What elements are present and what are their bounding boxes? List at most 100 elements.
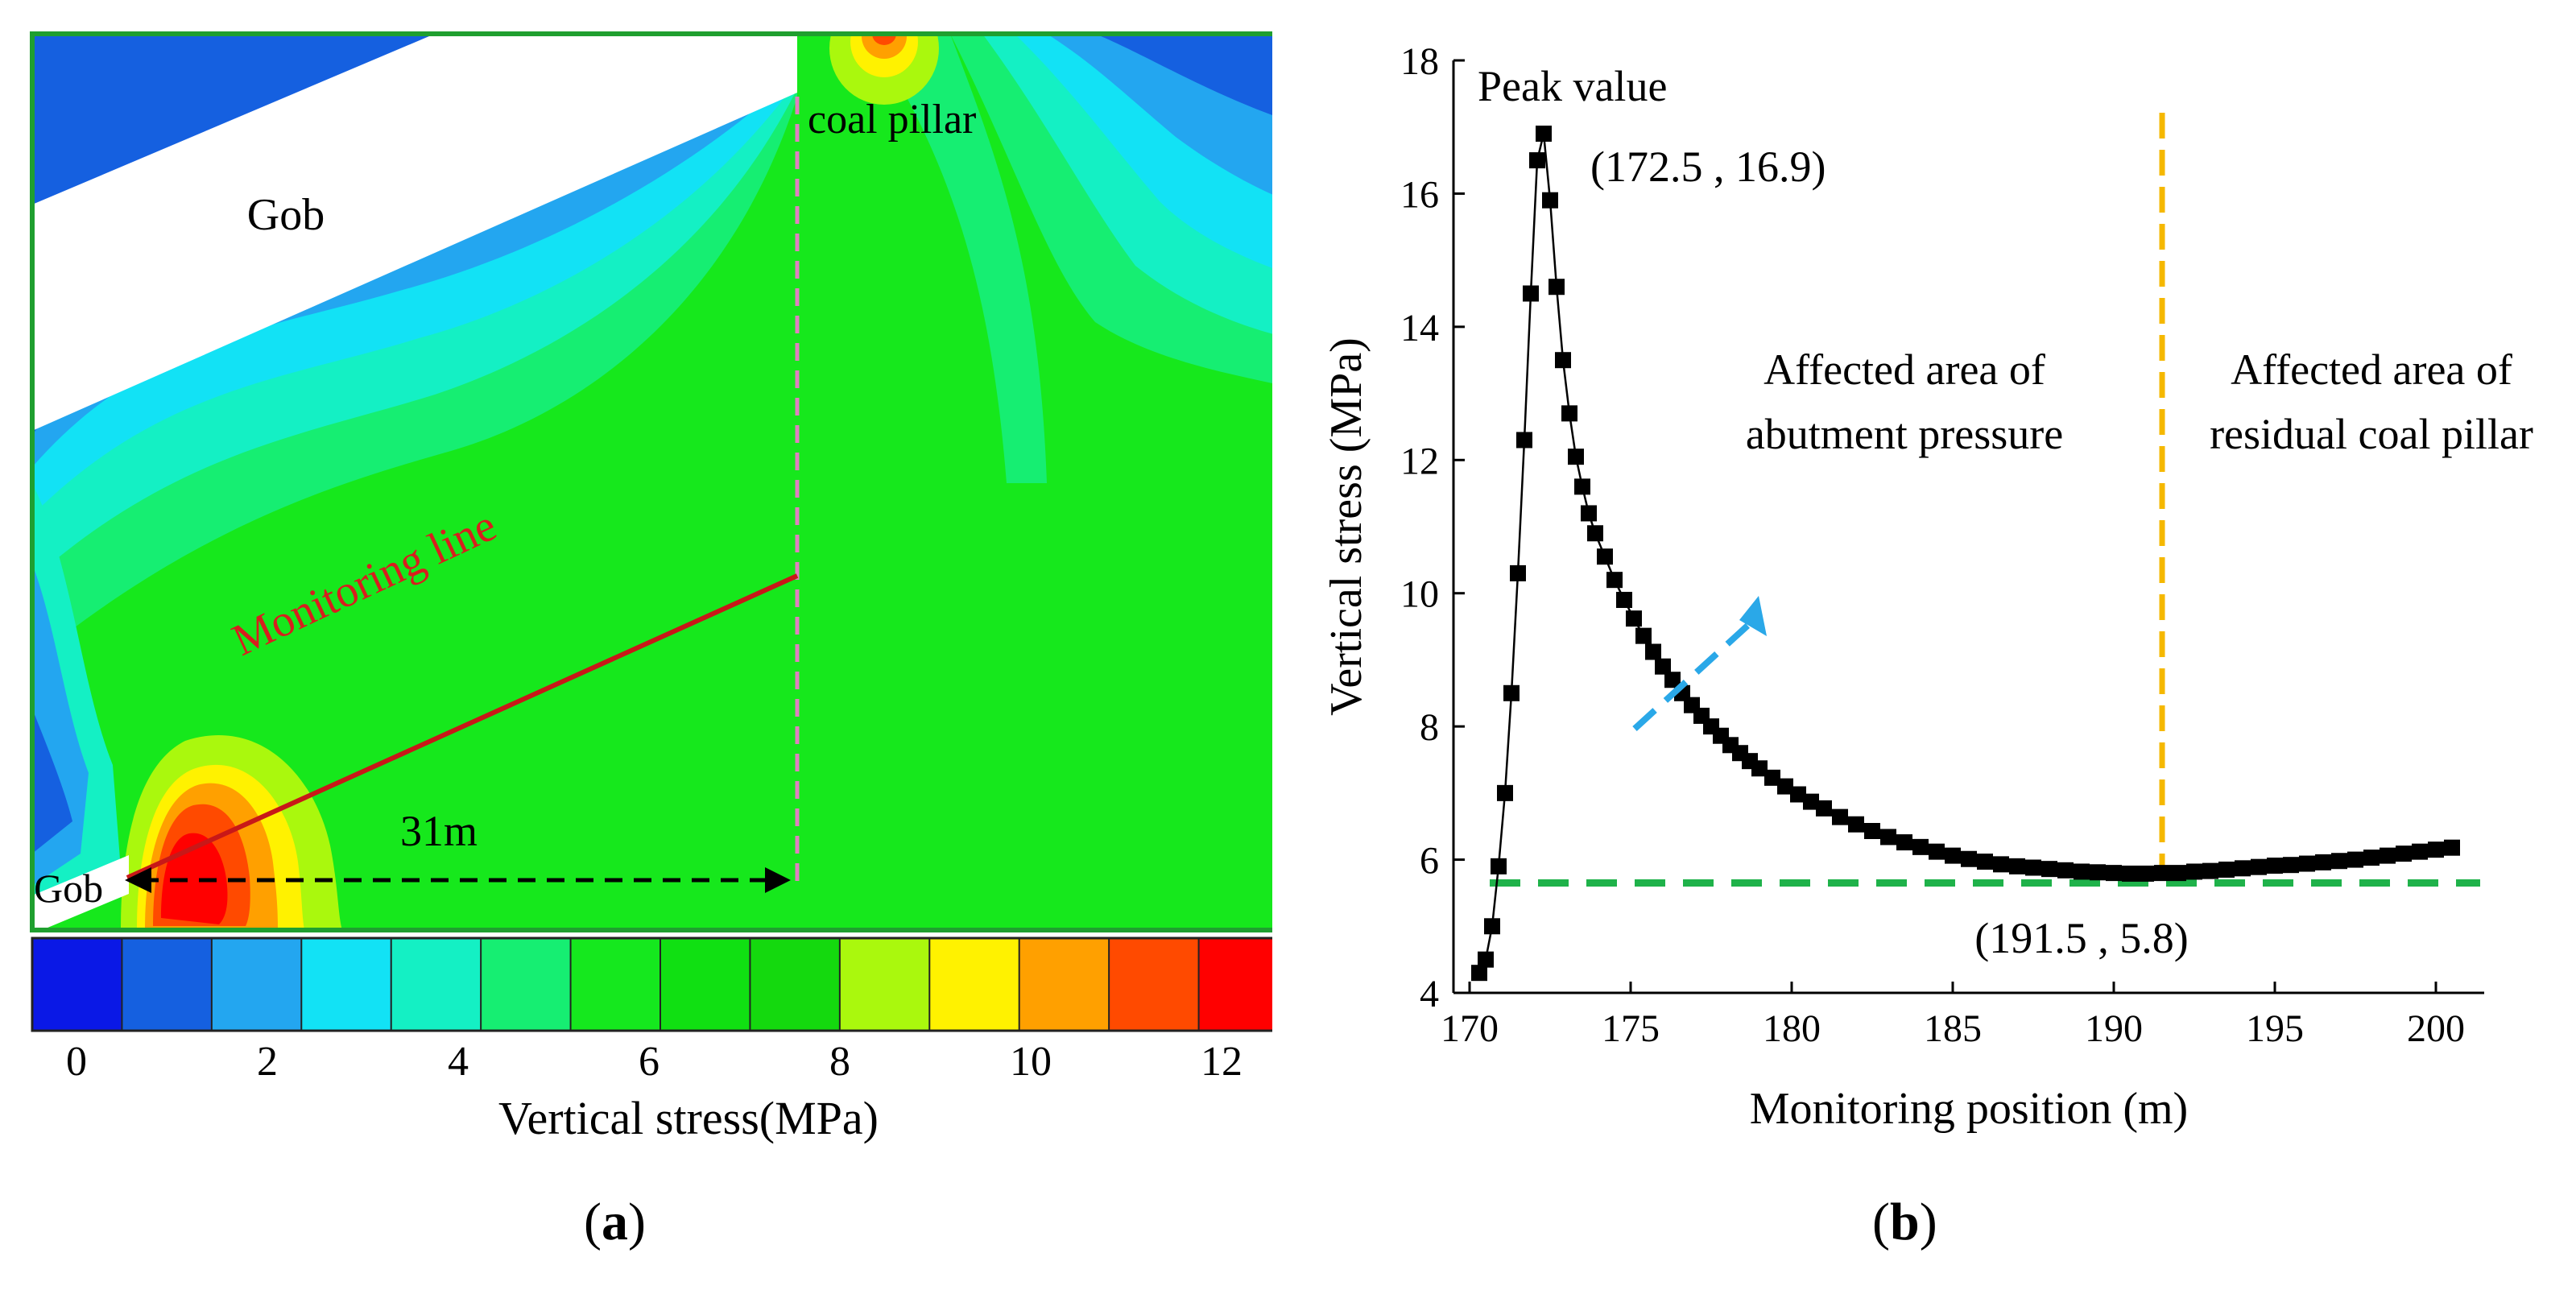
colorbar-swatch	[300, 937, 393, 1032]
data-point	[2331, 853, 2347, 870]
colorbar-swatch	[1197, 937, 1272, 1032]
data-point	[1993, 856, 2009, 873]
colorbar-border	[31, 936, 1272, 1032]
data-point	[2186, 863, 2202, 880]
data-point	[2396, 846, 2412, 862]
colorbar-swatch	[210, 937, 303, 1032]
x-tick-label: 195	[2246, 1007, 2304, 1050]
colorbar-swatch	[1108, 937, 1201, 1032]
gob-lower-label: Gob	[34, 866, 103, 911]
data-point	[2025, 859, 2041, 876]
colorbar-tick-label: 6	[639, 1039, 660, 1085]
data-point	[1568, 449, 1584, 465]
colorbar-swatch	[1018, 937, 1110, 1032]
data-point	[1587, 525, 1603, 542]
data-point	[1880, 829, 1896, 846]
x-tick-label: 200	[2407, 1007, 2465, 1050]
data-point	[2444, 839, 2460, 856]
data-point	[2218, 861, 2235, 878]
colorbar-swatch	[31, 937, 123, 1032]
colorbar-tick-label: 2	[257, 1039, 278, 1085]
data-point	[1764, 769, 1780, 786]
gob-upper-region	[32, 34, 797, 431]
y-tick-label: 6	[1420, 840, 1439, 883]
y-tick-label: 4	[1420, 973, 1439, 1015]
coal-pillar-label: coal pillar	[808, 97, 976, 143]
data-point	[1548, 279, 1565, 296]
gob-upper-label: Gob	[247, 190, 325, 240]
x-axis-label: Monitoring position (m)	[1750, 1084, 2188, 1134]
x-tick-label: 175	[1602, 1007, 1660, 1050]
colorbar-swatch	[749, 937, 841, 1032]
data-point	[1542, 192, 1558, 209]
data-point	[1478, 951, 1494, 968]
data-point	[1864, 823, 1880, 840]
data-point	[2074, 863, 2090, 880]
data-point	[2267, 858, 2283, 874]
data-point	[1555, 352, 1571, 369]
data-point	[2283, 857, 2299, 874]
y-tick-label: 14	[1400, 307, 1439, 349]
colorbar-tick-label: 0	[66, 1039, 87, 1085]
x-tick-label: 190	[2085, 1007, 2143, 1050]
data-point	[1597, 548, 1613, 565]
monitoring-line	[126, 573, 799, 880]
colorbar-tick-label: 10	[1010, 1039, 1052, 1085]
data-point	[2041, 861, 2057, 878]
data-point	[2315, 854, 2331, 870]
data-point	[1751, 760, 1768, 777]
colorbar-swatch	[660, 937, 751, 1032]
data-point	[2090, 864, 2106, 881]
data-point	[2428, 841, 2444, 858]
data-point	[1645, 643, 1661, 660]
region-left-label-1: Affected area of	[1764, 345, 2045, 394]
trend-arrow-head	[1739, 596, 1767, 636]
colorbar-tick-label: 4	[448, 1039, 469, 1085]
y-axis-label: Vertical stress (MPa)	[1321, 337, 1371, 716]
colorbar-swatch	[569, 937, 662, 1032]
data-point	[2380, 847, 2396, 864]
data-point	[2122, 865, 2138, 882]
contour-frame	[30, 31, 1272, 932]
region-right-label-1: Affected area of	[2231, 345, 2512, 394]
data-point	[2235, 860, 2251, 877]
x-tick-label: 185	[1924, 1007, 1982, 1050]
data-point	[1945, 847, 1961, 864]
data-point	[1606, 572, 1623, 589]
data-point	[2347, 851, 2363, 868]
data-point	[2009, 858, 2025, 874]
colorbar-swatch	[480, 937, 573, 1032]
gob-lower-region	[32, 855, 129, 934]
y-tick-label: 10	[1400, 573, 1439, 616]
x-tick-label: 180	[1763, 1007, 1821, 1050]
colorbar-swatch	[838, 937, 931, 1032]
data-point	[1616, 591, 1632, 608]
y-tick-label: 8	[1420, 706, 1439, 749]
trend-arrow	[1632, 596, 1767, 731]
data-point	[1574, 478, 1590, 495]
data-point	[2202, 862, 2218, 879]
stress-chart: 4 6 8 10 12 14 16 18 170 175 180 185 190 195 200 Monito…	[1321, 40, 2533, 1134]
y-tick-label: 18	[1400, 40, 1439, 83]
data-point	[2057, 862, 2074, 879]
data-point	[1561, 405, 1577, 422]
data-point	[1503, 684, 1520, 701]
min-point-label: (191.5 , 5.8)	[1974, 914, 2188, 962]
data-point	[1790, 786, 1806, 803]
peak-point-label: (172.5 , 16.9)	[1590, 143, 1826, 191]
data-point	[1510, 564, 1526, 581]
data-point	[1471, 965, 1487, 982]
data-point	[1523, 285, 1539, 302]
data-point	[1912, 838, 1929, 855]
data-point	[1491, 858, 1507, 874]
data-point	[2299, 855, 2315, 872]
y-tick-label: 16	[1400, 173, 1439, 216]
data-point	[1484, 918, 1500, 935]
data-point	[1848, 816, 1864, 833]
data-point	[1635, 627, 1652, 644]
data-point	[1626, 610, 1642, 627]
colorbar-ticks: 0 2 4 6 8 10 12	[66, 1039, 1243, 1085]
region-right-label-2: residual coal pillar	[2210, 410, 2533, 458]
series-line	[1478, 133, 2453, 974]
data-point	[2170, 865, 2186, 882]
